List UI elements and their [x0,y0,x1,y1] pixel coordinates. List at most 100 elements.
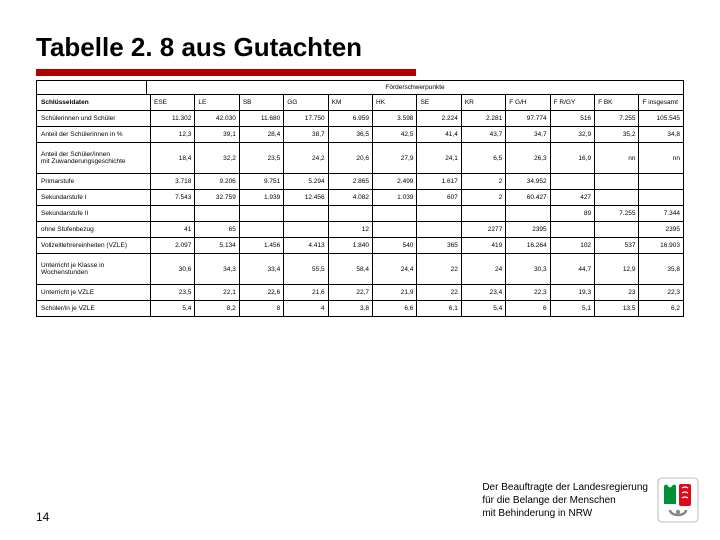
cell: 12,3 [151,127,195,143]
cell: 34,8 [639,127,684,143]
cell [595,222,639,238]
cell: 2.499 [373,174,417,190]
cell: 30,6 [151,254,195,285]
table-row: Schüler/in je VZLE5,48,2843,86,66,15,465… [37,301,684,317]
cell: 1.617 [417,174,461,190]
cell: 516 [550,111,594,127]
row-label: Schülerinnen und Schüler [37,111,151,127]
cell: 540 [373,238,417,254]
cell [284,222,328,238]
cell: 16,9 [550,143,594,174]
cell [506,206,550,222]
cell: 34,3 [195,254,239,285]
table-row: Unterricht je Klasse inWochenstunden30,6… [37,254,684,285]
cell: 34.952 [506,174,550,190]
cell: 32,9 [550,127,594,143]
cell: 419 [461,238,505,254]
row-label: Sekundarstufe I [37,190,151,206]
cell: 22 [417,254,461,285]
column-header: SB [239,95,283,111]
cell: 41,4 [417,127,461,143]
table-row: Unterricht je VZLE23,522,122,621,622,721… [37,285,684,301]
cell: 36,5 [328,127,372,143]
cell: 6,5 [461,143,505,174]
cell: 12,9 [595,254,639,285]
cell: 42,5 [373,127,417,143]
cell: 7.255 [595,111,639,127]
row-label: Unterricht je VZLE [37,285,151,301]
column-header: HK [373,95,417,111]
table-row: Anteil der Schülerinnen in %12,339,128,4… [37,127,684,143]
cell: 34,7 [506,127,550,143]
cell: 42.030 [195,111,239,127]
cell: 58,4 [328,254,372,285]
column-header: F insgesamt [639,95,684,111]
cell: 38,7 [284,127,328,143]
cell [417,206,461,222]
cell [550,222,594,238]
cell: 22,7 [328,285,372,301]
cell: 6 [506,301,550,317]
cell: 28,4 [239,127,283,143]
table-row: Sekundarstufe I7.54332.7591.93912.4564.0… [37,190,684,206]
cell [151,206,195,222]
cell: 24,1 [417,143,461,174]
column-header: SE [417,95,461,111]
cell: 60.427 [506,190,550,206]
column-header: F G/H [506,95,550,111]
row-label: Anteil der Schüler/innenmit Zuwanderungs… [37,143,151,174]
cell: 9.751 [239,174,283,190]
cell: 22,3 [639,285,684,301]
cell [284,206,328,222]
cell: 2.281 [461,111,505,127]
cell: 12.456 [284,190,328,206]
red-rule [36,69,416,76]
table-row: Anteil der Schüler/innenmit Zuwanderungs… [37,143,684,174]
cell: 4.413 [284,238,328,254]
cell [595,174,639,190]
cell: 2.224 [417,111,461,127]
cell: 9.206 [195,174,239,190]
cell: 1.039 [373,190,417,206]
cell: 17.750 [284,111,328,127]
column-header: F BK [595,95,639,111]
cell [373,222,417,238]
cell: 7.344 [639,206,684,222]
cell [239,206,283,222]
cell: 2 [461,174,505,190]
page-number: 14 [36,510,49,524]
cell: 5,4 [151,301,195,317]
table-row: ohne Stufenbezug416512227723952395 [37,222,684,238]
cell: 1.939 [239,190,283,206]
cell: 11.680 [239,111,283,127]
data-table: Schlüsseldaten ESELESBGGKMHKSEKRF G/HF R… [36,94,684,317]
cell: 33,4 [239,254,283,285]
cell: 27,9 [373,143,417,174]
cell: 5.294 [284,174,328,190]
cell: 32.759 [195,190,239,206]
cell: 8,2 [195,301,239,317]
cell: 7.543 [151,190,195,206]
cell: nn [639,143,684,174]
cell: 97.774 [506,111,550,127]
cell: 4.082 [328,190,372,206]
cell: 3.598 [373,111,417,127]
cell: 26,3 [506,143,550,174]
cell: 16.264 [506,238,550,254]
cell: 24 [461,254,505,285]
footer: 14 Der Beauftragte der Landesregierungfü… [36,476,700,524]
cell: 24,2 [284,143,328,174]
cell: 6,6 [373,301,417,317]
cell: 23,5 [151,285,195,301]
cell: 12 [328,222,372,238]
cell: 607 [417,190,461,206]
cell [550,174,594,190]
row-label: Primarstufe [37,174,151,190]
row-label: ohne Stufenbezug [37,222,151,238]
cell: 11.302 [151,111,195,127]
cell: 22 [417,285,461,301]
cell: 6,2 [639,301,684,317]
cell: 23,4 [461,285,505,301]
cell: 8 [239,301,283,317]
cell [373,206,417,222]
